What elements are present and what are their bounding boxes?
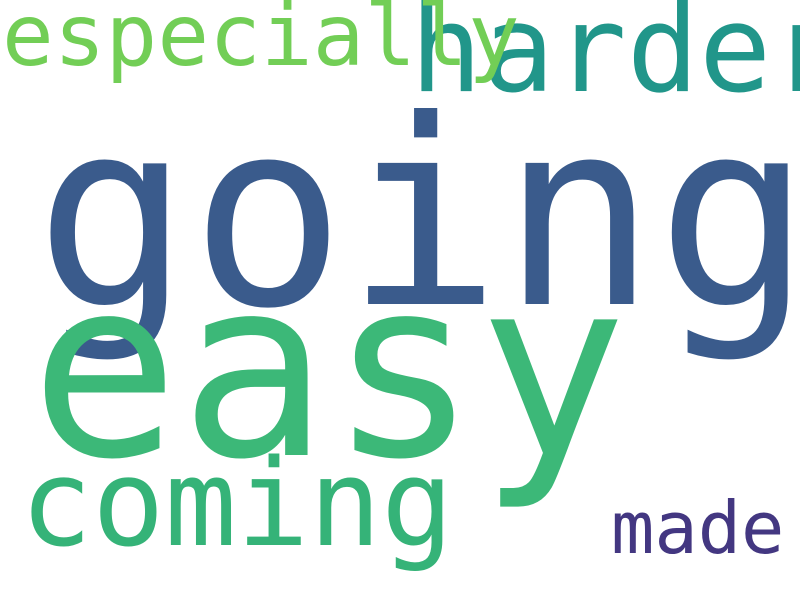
word-easy: easy [30, 226, 628, 514]
word-harder: harder [410, 0, 800, 120]
word-made: made [611, 486, 785, 570]
word-especially: especially [2, 0, 520, 86]
word-going: going [35, 65, 800, 365]
word-coming: coming [20, 435, 454, 574]
